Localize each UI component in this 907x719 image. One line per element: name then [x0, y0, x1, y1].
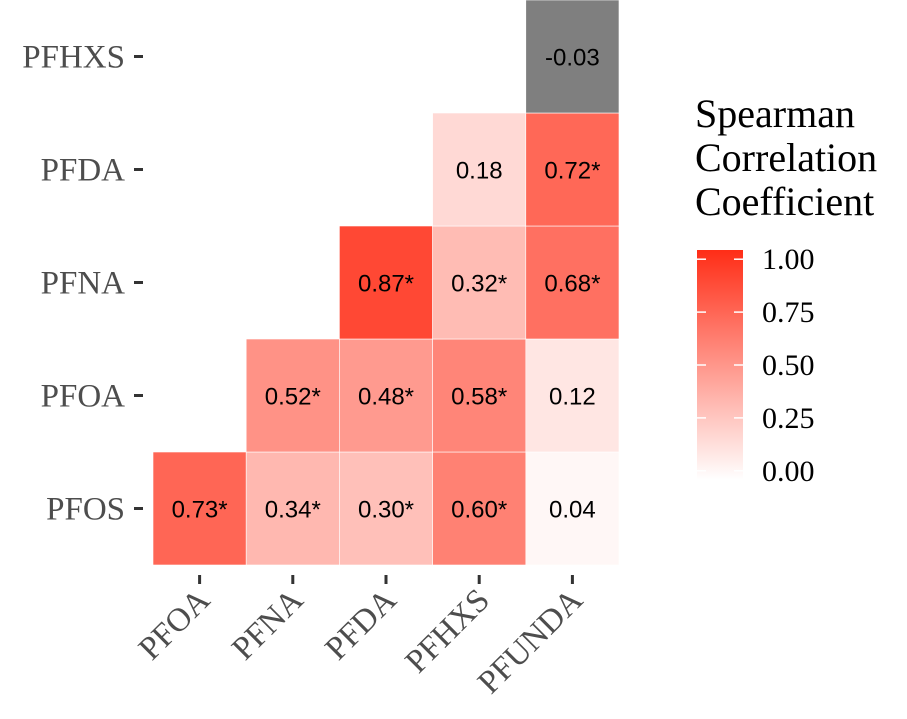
heatmap-cell-pfna-pfos: [245, 451, 340, 566]
heatmap-cell-pfunda-pfoa: [525, 338, 620, 453]
y-tick-label: PFHXS: [22, 40, 125, 76]
heatmap-cell-pfhxs-pfoa: [432, 338, 527, 453]
heatmap-cell-pfda-pfoa: [339, 338, 433, 453]
y-tick-label: PFNA: [41, 266, 126, 302]
legend-title-line: Coefficient: [695, 179, 874, 224]
legend-tick-label: 0.25: [762, 402, 815, 435]
heatmap-cell-pfhxs-pfos: [432, 451, 527, 566]
cell-value-label: 0.73*: [172, 497, 228, 524]
x-tick-label: PFNA: [225, 582, 310, 667]
x-tick-label: PFDA: [319, 582, 404, 667]
cell-value-label: 0.48*: [358, 384, 414, 411]
legend-tick-label: 0.50: [762, 349, 815, 382]
cell-value-label: 0.12: [549, 384, 596, 411]
heatmap-cells: [152, 0, 620, 566]
heatmap-cell-pfunda-pfna: [525, 225, 620, 340]
x-tick-label: PFOA: [132, 582, 217, 667]
heatmap-cell-pfunda-pfos: [525, 451, 620, 566]
legend-title-line: Spearman: [695, 91, 855, 136]
cell-value-label: 0.30*: [358, 497, 414, 524]
cell-value-label: 0.32*: [451, 271, 507, 298]
legend-title-line: Correlation: [695, 135, 877, 180]
cell-value-label: 0.68*: [544, 271, 600, 298]
heatmap-cell-pfda-pfna: [339, 225, 433, 340]
heatmap-cell-pfoa-pfos: [152, 451, 247, 566]
legend-tick-label: 1.00: [762, 243, 815, 276]
cell-value-label: 0.58*: [451, 384, 507, 411]
legend-tick-label: 0.75: [762, 296, 815, 329]
heatmap-cell-pfhxs-pfda: [432, 112, 527, 227]
cell-value-label: 0.04: [549, 497, 596, 524]
y-axis: PFOS PFOA PFNA PFDA PFHXS: [22, 40, 143, 528]
cell-value-label: 0.72*: [544, 158, 600, 185]
legend-ticks: 1.00 0.75 0.50 0.25 0.00: [697, 243, 815, 488]
cell-value-label: -0.03: [545, 45, 600, 72]
y-tick-label: PFOA: [41, 379, 126, 415]
cell-value-label: 0.60*: [451, 497, 507, 524]
cell-value-label: 0.87*: [358, 271, 414, 298]
y-tick-label: PFOS: [46, 492, 125, 528]
legend-tick-label: 0.00: [762, 455, 815, 488]
heatmap-cell-pfna-pfoa: [245, 338, 340, 453]
heatmap-cell-labels: 0.73* 0.34* 0.30* 0.60* 0.04 0.52* 0.48* 0.58* 0…: [172, 45, 601, 524]
cell-value-label: 0.34*: [265, 497, 321, 524]
cell-value-label: 0.18: [456, 158, 503, 185]
y-tick-label: PFDA: [41, 153, 126, 189]
heatmap-cell-pfunda-pfhxs: [525, 0, 620, 114]
cell-value-label: 0.52*: [265, 384, 321, 411]
